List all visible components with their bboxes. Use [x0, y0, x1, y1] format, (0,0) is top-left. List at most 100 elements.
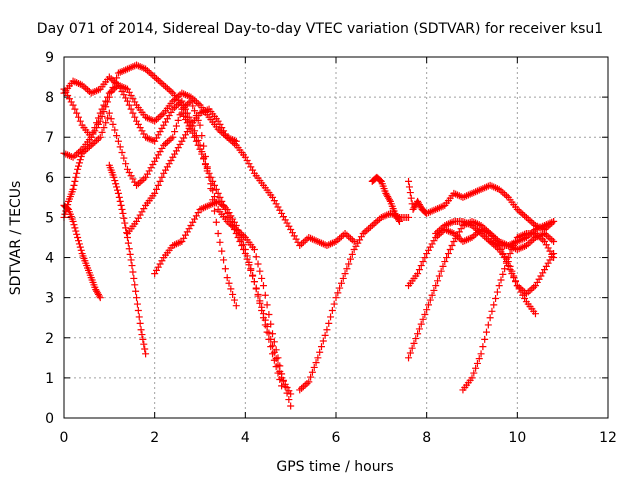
y-tick-label: 6 — [45, 170, 54, 186]
data-point — [72, 173, 80, 181]
data-point — [167, 135, 175, 143]
data-point — [531, 282, 539, 290]
data-point — [430, 237, 438, 245]
data-point — [501, 265, 509, 273]
data-point — [129, 175, 137, 183]
data-point — [263, 323, 271, 331]
data-point — [167, 156, 175, 164]
data-point — [73, 230, 81, 238]
data-point — [165, 136, 173, 144]
data-point — [270, 197, 278, 205]
data-point — [548, 236, 556, 244]
data-point — [317, 343, 325, 351]
data-point — [265, 311, 273, 319]
plot-frame — [63, 56, 609, 419]
data-point — [314, 354, 322, 362]
data-point — [421, 311, 429, 319]
data-point — [191, 133, 199, 141]
data-point — [428, 291, 436, 299]
y-axis-label: SDTVAR / TECUs — [8, 181, 24, 296]
data-point — [95, 292, 103, 300]
data-point — [158, 144, 166, 152]
data-point — [174, 144, 182, 152]
data-point — [71, 177, 79, 185]
data-point — [341, 270, 349, 278]
data-point — [490, 233, 498, 241]
data-point — [408, 344, 416, 352]
data-point — [519, 286, 527, 294]
data-point — [75, 162, 83, 170]
y-tick-label: 5 — [45, 210, 54, 226]
x-tick-label: 0 — [60, 430, 69, 446]
data-point — [75, 240, 83, 248]
data-point — [221, 265, 229, 273]
data-point — [337, 279, 345, 287]
data-point — [307, 373, 315, 381]
x-axis-label: GPS time / hours — [276, 459, 393, 475]
data-point — [541, 266, 549, 274]
data-point — [477, 350, 485, 358]
data-point — [152, 266, 160, 274]
data-point — [419, 258, 427, 266]
data-point — [513, 282, 521, 290]
data-point — [492, 294, 500, 302]
data-point — [247, 163, 255, 171]
data-point — [419, 315, 427, 323]
data-point — [142, 350, 150, 358]
data-point — [162, 83, 170, 91]
data-point — [104, 114, 112, 122]
data-point — [533, 278, 541, 286]
data-point — [185, 225, 193, 233]
data-point — [87, 133, 95, 141]
data-point — [145, 167, 153, 175]
data-point — [152, 116, 160, 124]
data-point — [502, 192, 510, 200]
data-point — [94, 114, 102, 122]
data-point — [178, 109, 186, 117]
data-point — [121, 219, 129, 227]
data-point — [521, 294, 529, 302]
data-point — [114, 189, 122, 197]
series-arc-f — [105, 161, 150, 358]
data-point — [249, 272, 257, 280]
data-point — [67, 98, 75, 106]
data-point — [93, 119, 101, 127]
data-point — [279, 377, 287, 385]
data-point — [151, 157, 159, 165]
data-point — [140, 205, 148, 213]
data-point — [118, 148, 126, 156]
data-point — [176, 140, 184, 148]
data-point — [61, 210, 69, 218]
data-point — [243, 255, 251, 263]
data-point — [522, 290, 530, 298]
series-arc-c — [60, 81, 358, 250]
data-point — [62, 88, 70, 96]
data-point — [423, 306, 431, 314]
data-point — [105, 89, 113, 97]
data-point — [192, 98, 200, 106]
data-point — [75, 237, 83, 245]
y-tick-label: 1 — [45, 371, 54, 387]
data-point — [134, 214, 142, 222]
data-point — [167, 87, 175, 95]
data-point — [131, 113, 139, 121]
data-point — [220, 127, 228, 135]
data-point — [196, 145, 204, 153]
data-point — [152, 75, 160, 83]
series-arc-j — [296, 209, 413, 394]
data-point — [102, 119, 110, 127]
data-point — [238, 242, 246, 250]
data-point — [243, 156, 251, 164]
data-point — [110, 173, 118, 181]
data-point — [298, 384, 306, 392]
data-point — [160, 141, 168, 149]
data-point — [343, 231, 351, 239]
data-point — [183, 228, 191, 236]
data-point — [457, 225, 465, 233]
series-arc-p — [432, 217, 558, 298]
data-point — [140, 130, 148, 138]
data-point — [479, 343, 487, 351]
data-point — [160, 81, 168, 89]
data-point — [162, 166, 170, 174]
data-point — [163, 163, 171, 171]
